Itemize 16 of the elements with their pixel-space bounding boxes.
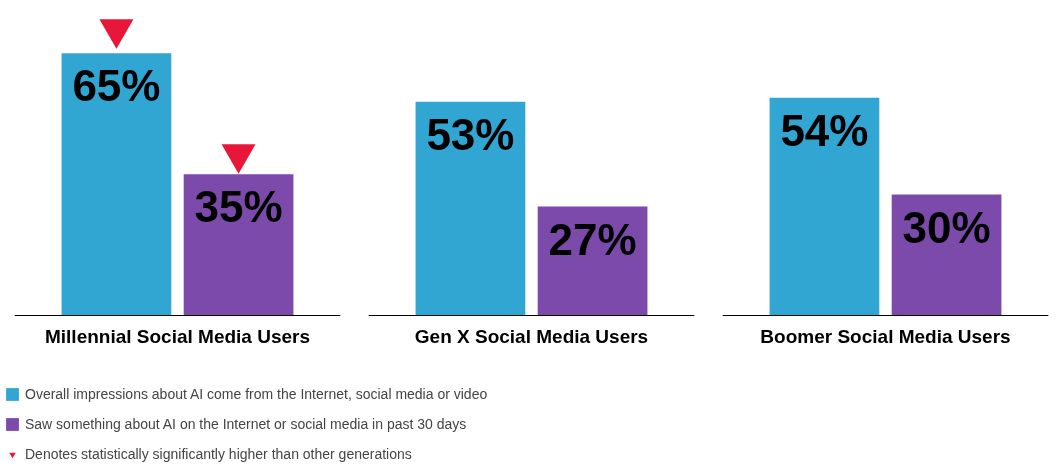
bar — [769, 97, 880, 316]
bar — [183, 174, 294, 316]
data-label: 65% — [72, 61, 161, 111]
data-label: 54% — [780, 105, 869, 155]
data-label: 27% — [548, 214, 637, 264]
x-tick-label: Gen X Social Media Users — [414, 325, 649, 347]
bar — [415, 101, 526, 316]
legend-label: Saw something about AI on the Internet or social media in past 30 days — [25, 416, 467, 432]
legend-label: Denotes statistically significantly higher than other generations — [25, 446, 412, 462]
data-label: 53% — [426, 109, 515, 159]
legend-label: Overall impressions about AI come from the Internet, social media or video — [25, 386, 488, 402]
data-label: 30% — [902, 202, 991, 252]
x-tick-label: Boomer Social Media Users — [760, 325, 1011, 347]
x-tick-label: Millennial Social Media Users — [44, 325, 311, 347]
bar — [61, 53, 172, 316]
data-label: 35% — [194, 182, 283, 232]
